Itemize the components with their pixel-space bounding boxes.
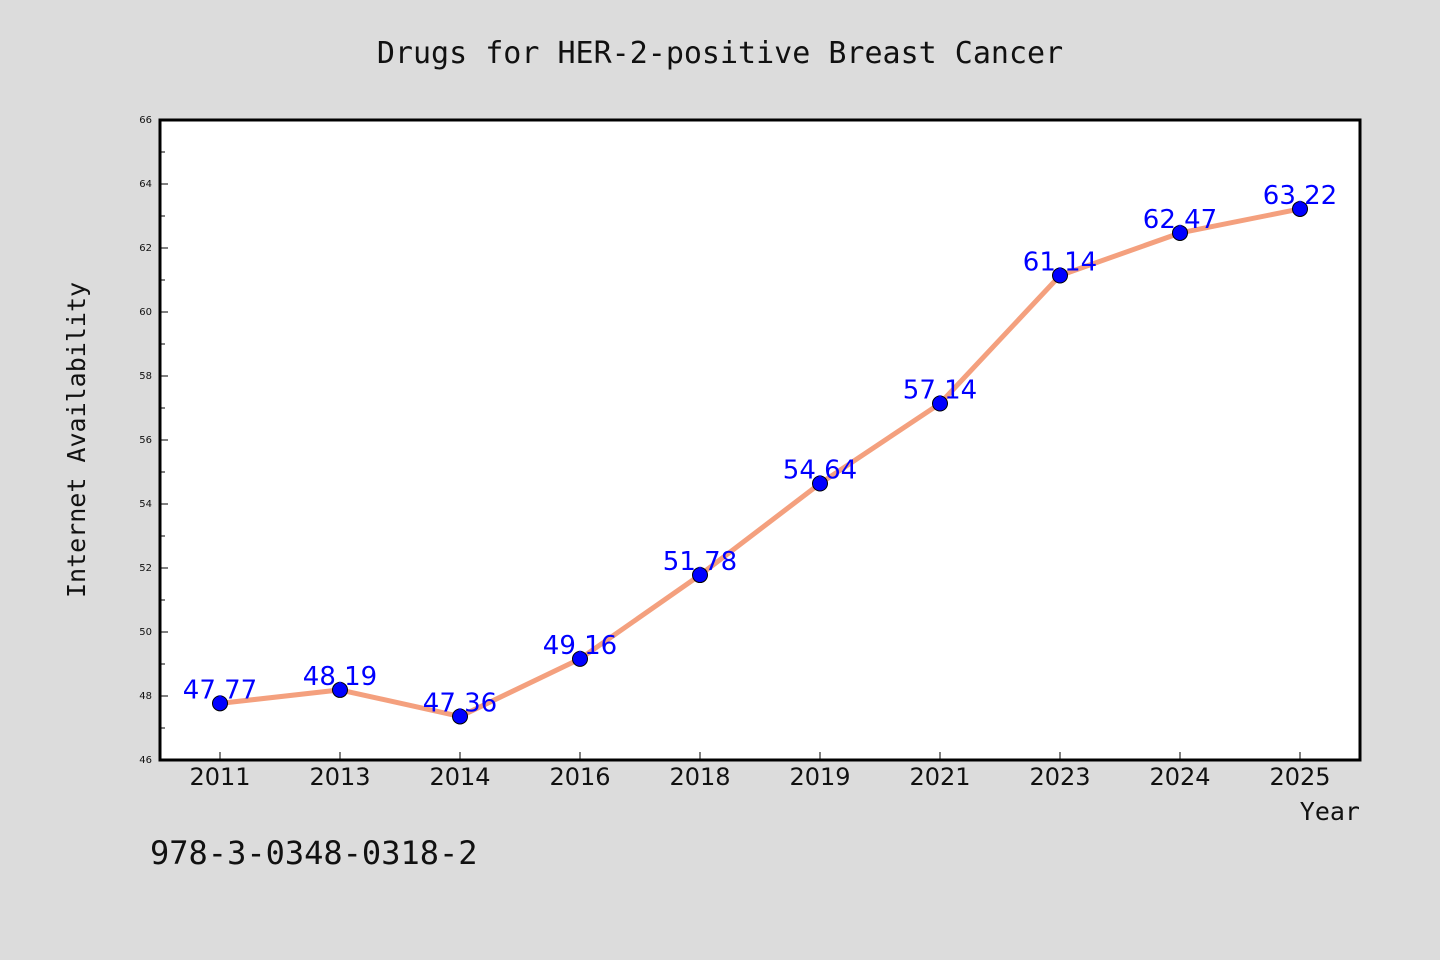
- data-label: 57.14: [903, 376, 977, 406]
- x-tick-label: 2014: [429, 763, 490, 791]
- y-axis-label: Internet Availability: [62, 282, 91, 598]
- data-point: [932, 395, 948, 412]
- data-point: [572, 650, 588, 667]
- plot-frame: [158, 118, 1362, 762]
- plot-area: [160, 120, 1360, 760]
- x-tick-label: 2013: [309, 763, 370, 791]
- y-tick-label: 54: [139, 499, 152, 510]
- y-tick-label: 62: [139, 243, 152, 254]
- series-markers: [212, 200, 1308, 725]
- x-tick-label: 2016: [549, 763, 610, 791]
- data-point: [332, 681, 348, 698]
- data-point: [1052, 267, 1068, 284]
- data-label: 51.78: [663, 547, 737, 577]
- data-point: [212, 695, 228, 712]
- data-point: [692, 567, 708, 584]
- y-tick-label: 64: [139, 179, 152, 190]
- data-point: [452, 708, 468, 725]
- x-axis-ticks: 2011 2013 2014 2016 2018 2019 2021 2023 2024 2025: [189, 752, 1331, 791]
- x-tick-label: 2019: [789, 763, 850, 791]
- y-tick-label: 46: [139, 755, 152, 766]
- y-tick-label: 50: [139, 627, 152, 638]
- x-tick-label: 2021: [909, 763, 970, 791]
- x-tick-label: 2023: [1029, 763, 1090, 791]
- data-label: 47.77: [183, 675, 257, 705]
- data-label: 48.19: [303, 662, 377, 692]
- data-label: 61.14: [1023, 248, 1097, 278]
- x-axis-label: Year: [1300, 797, 1360, 826]
- y-tick-label: 56: [139, 435, 152, 446]
- data-label: 62.47: [1143, 205, 1217, 235]
- data-label: 54.64: [783, 456, 857, 486]
- data-label: 63.22: [1263, 181, 1337, 211]
- data-labels: 47.77 48.19 47.36 49.16 51.78 54.64 57.14 61.14…: [183, 181, 1337, 719]
- x-tick-label: 2024: [1149, 763, 1210, 791]
- data-point: [1172, 224, 1188, 241]
- data-point: [812, 475, 828, 492]
- data-point: [1292, 200, 1308, 217]
- y-tick-label: 58: [139, 371, 152, 382]
- chart-title: Drugs for HER-2-positive Breast Cancer: [377, 36, 1063, 71]
- footer-code: 978-3-0348-0318-2: [150, 834, 478, 872]
- x-tick-label: 2018: [669, 763, 730, 791]
- data-label: 47.36: [423, 688, 497, 718]
- x-tick-label: 2025: [1269, 763, 1330, 791]
- y-tick-label: 52: [139, 563, 152, 574]
- series-line: [219, 206, 1301, 719]
- y-tick-label: 60: [139, 307, 152, 318]
- y-tick-label: 66: [139, 115, 152, 126]
- data-label: 49.16: [543, 631, 617, 661]
- x-tick-label: 2011: [189, 763, 250, 791]
- y-tick-label: 48: [139, 691, 152, 702]
